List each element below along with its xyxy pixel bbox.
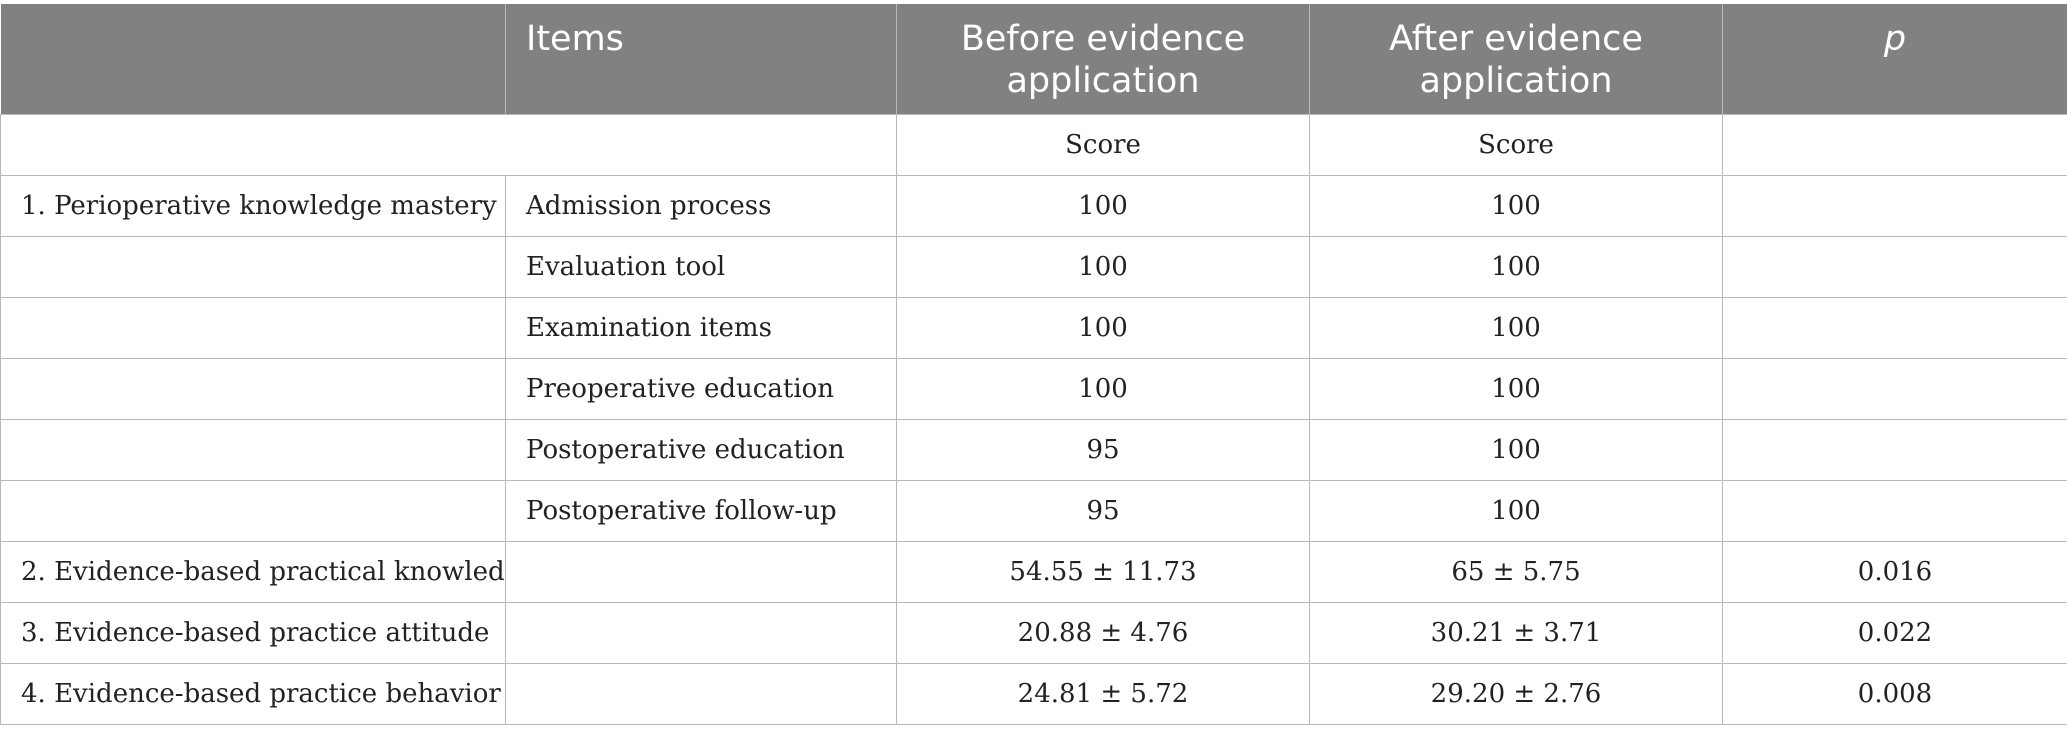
- row-after: 100: [1309, 418, 1723, 481]
- row-item: [505, 540, 897, 603]
- row-after: 100: [1309, 174, 1723, 237]
- subheader-cell-after: Score: [1309, 113, 1723, 176]
- row-before: 100: [896, 235, 1310, 298]
- row-before: 24.81 ± 5.72: [896, 662, 1310, 725]
- row-before: 95: [896, 418, 1310, 481]
- header-cell-category: [0, 4, 506, 115]
- row-category: [0, 479, 506, 542]
- row-p: 0.016: [1722, 540, 2067, 603]
- row-category: [0, 235, 506, 298]
- subheader-cell-before: Score: [896, 113, 1310, 176]
- row-item: Admission process: [505, 174, 897, 237]
- header-cell-items: Items: [505, 4, 897, 115]
- subheader-row: Score Score: [0, 113, 2067, 176]
- row-p: [1722, 418, 2067, 481]
- header-cell-p: p: [1722, 4, 2067, 115]
- table-row: Postoperative follow-up 95 100: [0, 479, 2067, 542]
- table-row: 4. Evidence-based practice behavior 24.8…: [0, 662, 2067, 725]
- row-p: [1722, 357, 2067, 420]
- row-category: 4. Evidence-based practice behavior: [0, 662, 506, 725]
- row-after: 100: [1309, 235, 1723, 298]
- row-before: 54.55 ± 11.73: [896, 540, 1310, 603]
- row-category: 2. Evidence-based practical knowledge: [0, 540, 506, 603]
- row-p: 0.022: [1722, 601, 2067, 664]
- header-row: Items Before evidence application After …: [0, 4, 2067, 115]
- table-row: Postoperative education 95 100: [0, 418, 2067, 481]
- row-p: [1722, 296, 2067, 359]
- row-before: 100: [896, 174, 1310, 237]
- row-item: Postoperative follow-up: [505, 479, 897, 542]
- subheader-cell-p: [1722, 113, 2067, 176]
- row-category: 1. Perioperative knowledge mastery: [0, 174, 506, 237]
- table-row: 2. Evidence-based practical knowledge 54…: [0, 540, 2067, 603]
- results-table-wrapper: Items Before evidence application After …: [0, 4, 2067, 725]
- row-category: [0, 296, 506, 359]
- row-p: [1722, 174, 2067, 237]
- row-after: 30.21 ± 3.71: [1309, 601, 1723, 664]
- row-category: [0, 357, 506, 420]
- table-row: Evaluation tool 100 100: [0, 235, 2067, 298]
- row-item: Postoperative education: [505, 418, 897, 481]
- row-after: 29.20 ± 2.76: [1309, 662, 1723, 725]
- row-category: 3. Evidence-based practice attitude: [0, 601, 506, 664]
- row-before: 20.88 ± 4.76: [896, 601, 1310, 664]
- row-p: 0.008: [1722, 662, 2067, 725]
- header-cell-after: After evidence application: [1309, 4, 1723, 115]
- row-item: [505, 601, 897, 664]
- table-row: Preoperative education 100 100: [0, 357, 2067, 420]
- row-after: 100: [1309, 357, 1723, 420]
- row-category: [0, 418, 506, 481]
- table-row: 3. Evidence-based practice attitude 20.8…: [0, 601, 2067, 664]
- row-after: 65 ± 5.75: [1309, 540, 1723, 603]
- row-p: [1722, 235, 2067, 298]
- row-after: 100: [1309, 296, 1723, 359]
- row-item: [505, 662, 897, 725]
- row-before: 100: [896, 296, 1310, 359]
- row-item: Preoperative education: [505, 357, 897, 420]
- row-item: Examination items: [505, 296, 897, 359]
- results-table: Items Before evidence application After …: [0, 4, 2067, 725]
- row-after: 100: [1309, 479, 1723, 542]
- row-item: Evaluation tool: [505, 235, 897, 298]
- row-p: [1722, 479, 2067, 542]
- header-cell-before: Before evidence application: [896, 4, 1310, 115]
- table-row: Examination items 100 100: [0, 296, 2067, 359]
- table-row: 1. Perioperative knowledge mastery Admis…: [0, 174, 2067, 237]
- row-before: 100: [896, 357, 1310, 420]
- subheader-cell-empty: [0, 113, 897, 176]
- row-before: 95: [896, 479, 1310, 542]
